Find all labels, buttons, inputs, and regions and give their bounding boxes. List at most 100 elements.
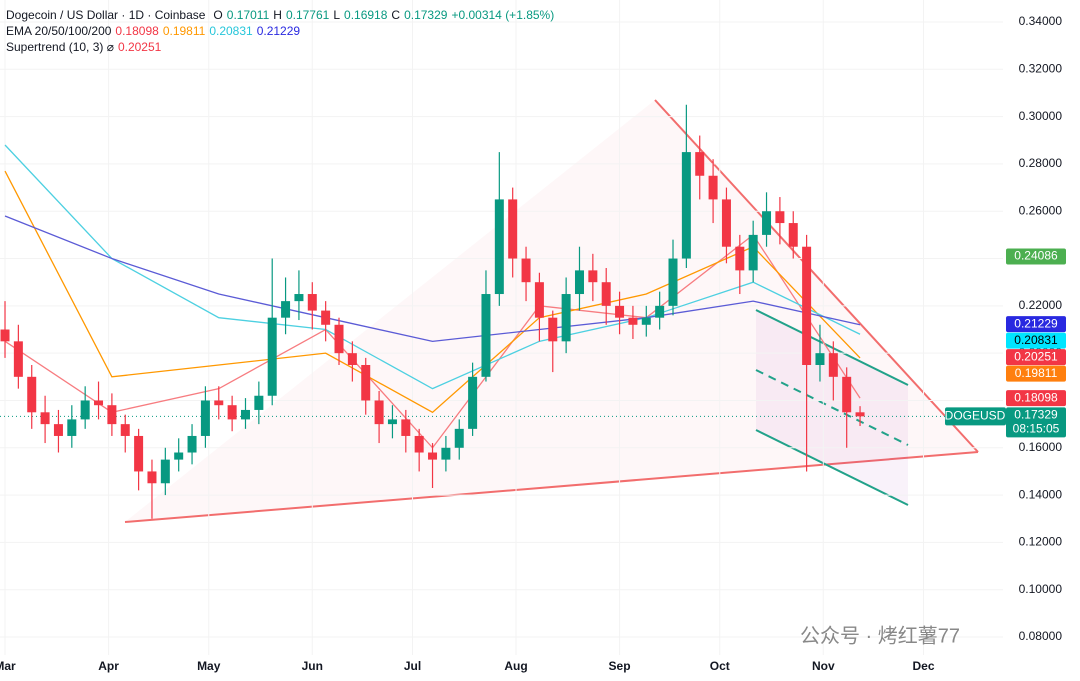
header-text: 0.18098 bbox=[115, 24, 159, 38]
watermark: 公众号 · 烤红薯77 bbox=[800, 624, 960, 647]
candle-body bbox=[815, 353, 825, 365]
candle-body bbox=[735, 246, 745, 271]
candle-body bbox=[107, 405, 117, 425]
header-text: 0.20251 bbox=[118, 40, 162, 54]
candle-body bbox=[294, 294, 304, 302]
price-label: 0.20831 bbox=[1014, 333, 1058, 347]
candle-body bbox=[147, 471, 157, 484]
y-tick-label: 0.26000 bbox=[1019, 203, 1063, 217]
candle-body bbox=[347, 353, 357, 365]
candle-body bbox=[775, 211, 785, 224]
candle-body bbox=[601, 282, 611, 306]
candle-body bbox=[668, 258, 678, 306]
candle-body bbox=[534, 282, 544, 318]
header-text: 0.16918 bbox=[344, 8, 388, 22]
header-text: +0.00314 (+1.85%) bbox=[451, 8, 554, 22]
candle-body bbox=[762, 211, 772, 235]
candle-body bbox=[214, 400, 224, 406]
candle-body bbox=[361, 364, 371, 401]
last-name-box bbox=[945, 407, 1006, 426]
candle-body bbox=[267, 317, 277, 396]
candle-body bbox=[681, 152, 691, 259]
ema-legend: EMA 20/50/100/200 0.18098 0.19811 0.20831 0.… bbox=[6, 24, 300, 38]
price-label: 0.21229 bbox=[1014, 316, 1058, 330]
candle-body bbox=[628, 317, 638, 325]
candle-body bbox=[615, 305, 625, 318]
price-label-box bbox=[1006, 349, 1066, 366]
candle-body bbox=[387, 419, 397, 425]
candle-body bbox=[200, 400, 210, 436]
candle-body bbox=[561, 294, 571, 342]
candle-body bbox=[855, 412, 865, 417]
candle-body bbox=[120, 424, 130, 436]
candle-body bbox=[521, 258, 531, 283]
y-tick-label: 0.28000 bbox=[1019, 156, 1063, 170]
candle-body bbox=[80, 400, 90, 420]
header-text: L bbox=[333, 8, 340, 22]
x-tick-label: Jun bbox=[302, 659, 323, 673]
candle-body bbox=[281, 301, 291, 318]
candle-body bbox=[842, 376, 852, 413]
ema-line bbox=[4, 170, 861, 414]
last-name: DOGEUSD bbox=[945, 409, 1006, 423]
ema-line bbox=[4, 144, 861, 390]
ohlc: O 0.17011 H 0.17761 L 0.16918 C 0.17329 +0.00314… bbox=[213, 8, 554, 22]
price-label: 0.20251 bbox=[1014, 349, 1058, 363]
x-tick-label: Jul bbox=[404, 659, 421, 673]
candle-body bbox=[574, 270, 584, 295]
y-tick-label: 0.12000 bbox=[1019, 535, 1063, 549]
candle-body bbox=[454, 428, 464, 448]
price-label-box bbox=[1006, 390, 1066, 407]
header-text: 0.20831 bbox=[209, 24, 253, 38]
header-text: 0.17329 bbox=[404, 8, 448, 22]
y-tick-label: 0.32000 bbox=[1019, 61, 1063, 75]
y-tick-label: 0.16000 bbox=[1019, 440, 1063, 454]
candle-body bbox=[53, 424, 63, 436]
header-text: 0.17011 bbox=[227, 8, 270, 22]
candle-body bbox=[134, 435, 144, 472]
candle-body bbox=[441, 447, 451, 460]
candle-body bbox=[13, 341, 23, 377]
candle-body bbox=[240, 409, 250, 420]
y-tick-label: 0.22000 bbox=[1019, 298, 1063, 312]
candle-body bbox=[788, 223, 798, 247]
header-text: 0.19811 bbox=[163, 24, 206, 38]
candle-body bbox=[748, 234, 758, 271]
candle-body bbox=[481, 294, 491, 377]
header: Dogecoin / US Dollar · 1D · Coinbase O 0.… bbox=[6, 8, 554, 54]
candle-body bbox=[508, 199, 518, 259]
candle-body bbox=[94, 400, 104, 406]
candle-body bbox=[428, 452, 438, 460]
candle-body bbox=[321, 310, 331, 325]
supertrend-legend: Supertrend (10, 3) ⌀ 0.20251 bbox=[6, 40, 162, 54]
candle-body bbox=[721, 199, 731, 247]
price-label: 0.19811 bbox=[1015, 366, 1058, 380]
candle-body bbox=[401, 419, 411, 436]
candle-body bbox=[802, 246, 812, 365]
candle-body bbox=[828, 353, 838, 377]
candle-body bbox=[40, 412, 50, 425]
x-tick-label: Mar bbox=[0, 659, 16, 673]
x-tick-label: Aug bbox=[504, 659, 527, 673]
y-tick-label: 0.10000 bbox=[1019, 582, 1063, 596]
candle-body bbox=[414, 435, 424, 453]
header-text: Supertrend (10, 3) ⌀ bbox=[6, 40, 114, 54]
header-text: O bbox=[213, 8, 222, 22]
candle-body bbox=[254, 395, 264, 410]
y-tick-label: 0.34000 bbox=[1019, 14, 1063, 28]
candle-body bbox=[27, 376, 37, 413]
ema-line bbox=[4, 215, 861, 342]
price-label-box bbox=[1006, 332, 1066, 349]
candle-body bbox=[227, 405, 237, 420]
header-text: EMA 20/50/100/200 bbox=[6, 24, 112, 38]
candle-body bbox=[494, 199, 504, 295]
countdown: 08:15:05 bbox=[1013, 422, 1060, 436]
candle-body bbox=[334, 324, 344, 354]
x-tick-label: May bbox=[197, 659, 221, 673]
header-text: 0.21229 bbox=[257, 24, 301, 38]
x-tick-label: Sep bbox=[609, 659, 631, 673]
y-tick-label: 0.08000 bbox=[1019, 629, 1063, 643]
axes: 0.34000 0.32000 0.30000 0.28000 0.26000 0.240… bbox=[0, 14, 1066, 673]
price-label-box bbox=[1006, 365, 1066, 382]
